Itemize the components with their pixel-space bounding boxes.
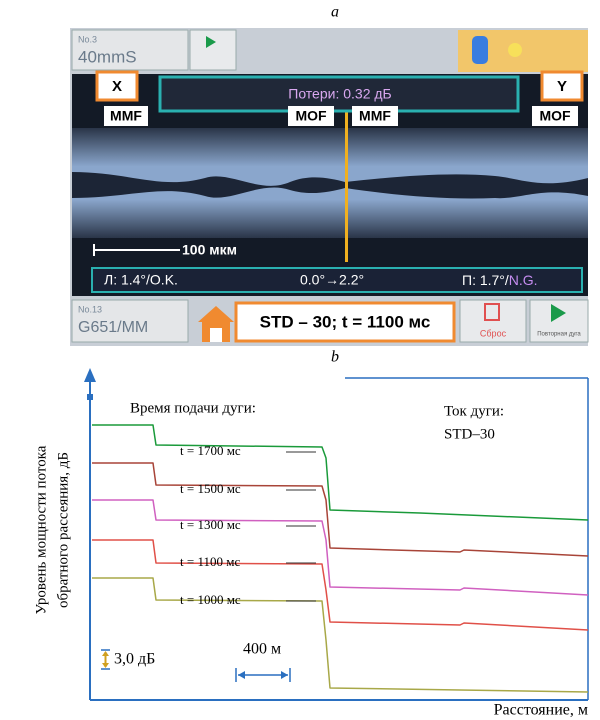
figure: a No.3 40mmS Потери: 0.32 дБ X Y MMF MOF… xyxy=(0,0,600,720)
left-angle: Л: 1.4°/O.K. xyxy=(104,272,178,288)
right-marker: Y xyxy=(557,78,567,95)
scale-bar-label: 100 мкм xyxy=(182,242,237,258)
repeat-label[interactable]: Повторная дуга xyxy=(537,332,581,338)
arc-mode[interactable]: STD – 30; t = 1100 мс xyxy=(260,312,431,331)
scale-m: 400 м xyxy=(243,641,281,658)
y-axis-label: Уровень мощности потока xyxy=(33,445,49,614)
right-angle: П: 1.7°/N.G. xyxy=(462,272,538,288)
y-axis-label: обратного рассеяния, дБ xyxy=(55,452,71,608)
trace-label: t = 1300 мс xyxy=(180,517,241,532)
current-value: STD–30 xyxy=(444,426,495,442)
scale-db: 3,0 дБ xyxy=(114,651,155,668)
fiber-label: MMF xyxy=(359,108,391,124)
panel-label: b xyxy=(331,349,339,366)
fiber-label: MOF xyxy=(295,108,327,124)
right-status: N.G. xyxy=(509,272,538,288)
fiber-label: MOF xyxy=(539,108,571,124)
x-axis-label: Расстояние, м xyxy=(494,702,588,719)
panel-label: a xyxy=(331,4,339,21)
reset-label[interactable]: Сброс xyxy=(480,328,507,338)
fiber-number: No.13 xyxy=(78,304,102,314)
right-angle-value: П: 1.7°/ xyxy=(462,272,509,288)
angle-change: 0.0°→2.2° xyxy=(300,272,364,288)
current-heading: Ток дуги: xyxy=(444,403,504,419)
trace-label: t = 1100 мс xyxy=(180,554,240,569)
preset-name: 40mmS xyxy=(78,47,137,66)
fiber-type: G651/MM xyxy=(78,319,148,336)
trace-label: t = 1700 мс xyxy=(180,443,241,458)
trace-label: t = 1000 мс xyxy=(180,592,241,607)
splicer-screen: No.3 40mmS Потери: 0.32 дБ X Y MMF MOF M… xyxy=(70,28,588,346)
left-marker: X xyxy=(112,78,122,95)
preset-number: No.3 xyxy=(78,34,97,44)
trace-label: t = 1500 мс xyxy=(180,481,241,496)
time-heading: Время подачи дуги: xyxy=(130,400,256,416)
loss-readout: Потери: 0.32 дБ xyxy=(288,86,391,102)
otdr-traces: Уровень мощности потока обратного рассея… xyxy=(33,368,588,719)
fiber-label: MMF xyxy=(110,108,142,124)
